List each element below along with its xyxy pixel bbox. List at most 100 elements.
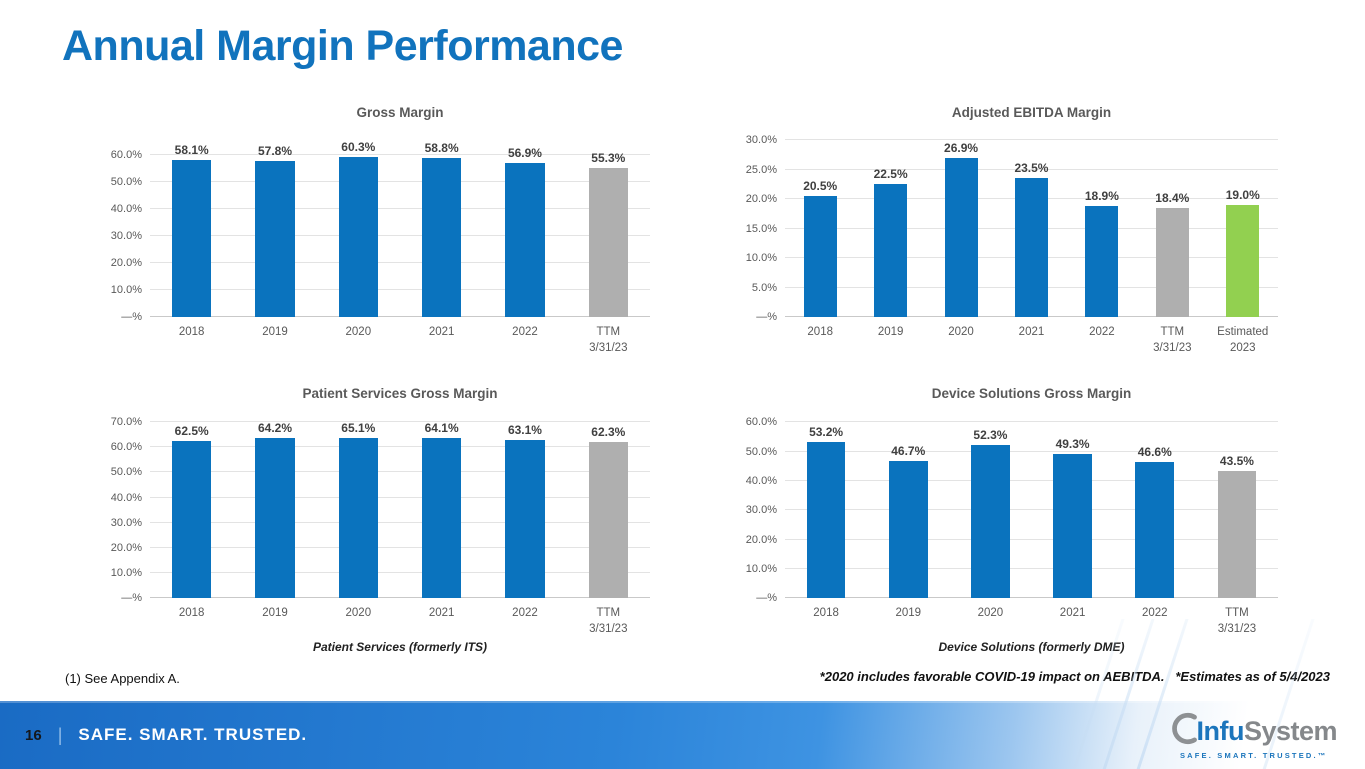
data-label: 63.1% — [507, 422, 542, 437]
footnote-appendix: (1) See Appendix A. — [65, 671, 180, 686]
chart-footnote: Device Solutions (formerly DME) — [938, 640, 1125, 654]
x-axis-category-label: 2021 — [428, 326, 455, 338]
plot: 58.1% 57.8% 60.3% 58.8% 56.9% 55.3% — [150, 140, 650, 317]
data-label: 18.9% — [1084, 188, 1119, 203]
bar-slot: 63.1% — [483, 421, 566, 598]
bar-slot: 55.3% — [567, 140, 650, 317]
y-axis-tick-label: 60.0% — [110, 441, 142, 454]
x-axis-category-label: 2018 — [807, 326, 833, 338]
y-axis-tick-label: 20.0% — [745, 533, 777, 546]
y-axis-tick-label: 50.0% — [110, 466, 142, 479]
bar — [1135, 461, 1175, 598]
data-label: 26.9% — [944, 141, 979, 156]
bar — [588, 167, 628, 317]
data-label: 23.5% — [1014, 161, 1049, 176]
bar-slot: 65.1% — [317, 421, 400, 598]
footer-separator: | — [57, 724, 63, 745]
y-axis: 60.0% 50.0% 40.0% 30.0% 20.0% 10.0% —% — [733, 416, 785, 604]
bar — [172, 160, 212, 317]
y-axis-tick-label: 15.0% — [745, 222, 777, 235]
swoosh-arc-icon — [1172, 713, 1198, 745]
data-label: 55.3% — [591, 150, 626, 165]
bar — [338, 157, 378, 317]
data-label: 58.1% — [174, 143, 209, 157]
y-axis-tick-label: —% — [121, 592, 142, 604]
bar-slot: 18.4% — [1137, 140, 1207, 317]
gridline — [150, 261, 650, 263]
x-axis-category-label: 2019 — [895, 607, 922, 619]
gridline — [785, 567, 1278, 569]
footer-left-group: 16 | SAFE. SMART. TRUSTED. — [25, 701, 307, 769]
bar-group: 53.2% 46.7% 52.3% 49.3% 46.6% 43.5% — [785, 421, 1278, 598]
bar-slot: 64.2% — [233, 421, 316, 598]
data-label: 53.2% — [809, 425, 844, 440]
page-number: 16 — [25, 726, 42, 744]
bar-slot: 58.1% — [150, 140, 233, 317]
x-axis-category-label: 2019 — [262, 607, 288, 619]
data-label: 60.3% — [341, 140, 376, 154]
y-axis: 70.0% 60.0% 50.0% 40.0% 30.0% 20.0% 10.0% —% — [98, 416, 150, 604]
bar — [888, 461, 928, 598]
x-axis-category-label: 2022 — [512, 607, 538, 619]
bar — [874, 184, 908, 317]
y-axis-tick-label: 70.0% — [110, 416, 142, 429]
bar — [1085, 205, 1119, 317]
bar — [1226, 204, 1260, 317]
bar-slot: 53.2% — [785, 421, 867, 598]
x-axis: 2018 2019 2020 2021 2022 TTM 3/31/23 Estimated… — [785, 324, 1278, 356]
y-axis-tick-label: 10.0% — [745, 562, 777, 575]
infusystem-logo: Infu System SAFE. SMART. TRUSTED.™ — [1170, 712, 1338, 760]
y-axis-tick-label: 30.0% — [110, 516, 142, 529]
bar — [255, 160, 295, 317]
bar-slot: 49.3% — [1032, 421, 1114, 598]
bar-slot: 52.3% — [949, 421, 1031, 598]
y-axis: 30.0% 25.0% 20.0% 15.0% 10.0% 5.0% —% — [733, 134, 785, 323]
y-axis-tick-label: 10.0% — [110, 283, 142, 296]
data-label: 19.0% — [1225, 187, 1260, 202]
x-axis: 2018 2019 2020 2021 2022 TTM 3/31/23 — [785, 605, 1278, 637]
x-axis-category-label: 2018 — [813, 607, 839, 619]
y-axis-tick-label: 25.0% — [745, 163, 777, 176]
gridline — [785, 450, 1278, 452]
bar-slot: 43.5% — [1196, 421, 1278, 598]
x-axis-category-label: 2020 — [345, 607, 372, 619]
data-label: 22.5% — [873, 167, 908, 182]
bar — [338, 438, 378, 598]
bar — [588, 441, 628, 598]
data-label: 46.7% — [891, 444, 926, 459]
data-label: 56.9% — [507, 146, 542, 161]
x-axis-category-label: 2020 — [948, 326, 974, 338]
x-axis-category-label: 2022 — [1141, 607, 1168, 619]
bar — [1217, 470, 1257, 598]
gridline — [150, 521, 650, 523]
chart-title: Device Solutions Gross Margin — [931, 386, 1132, 401]
chart-adjusted-ebitda-margin: Adjusted EBITDA Margin 30.0% 25.0% 20.0% 15.… — [733, 100, 1278, 356]
data-label: 57.8% — [257, 143, 292, 158]
data-label: 46.6% — [1137, 444, 1172, 459]
bar-slot: 22.5% — [855, 140, 925, 317]
chart-patient-services-gross-margin: Patient Services Gross Margin 70.0% 60.0% 5… — [98, 381, 650, 654]
footer-bar: 16 | SAFE. SMART. TRUSTED. — [0, 701, 1365, 769]
gridline — [785, 421, 1278, 423]
y-axis-tick-label: —% — [756, 311, 777, 323]
y-axis-tick-label: —% — [121, 311, 142, 323]
y-axis-tick-label: 40.0% — [110, 202, 142, 215]
bar-slot: 23.5% — [996, 140, 1066, 317]
bar — [803, 196, 837, 317]
bar-slot: 46.7% — [867, 421, 949, 598]
gridline — [150, 207, 650, 209]
data-label: 18.4% — [1155, 191, 1190, 206]
y-axis-tick-label: 50.0% — [745, 445, 777, 458]
plot: 62.5% 64.2% 65.1% 64.1% 63.1% 62.3% — [150, 421, 650, 598]
page-title: Annual Margin Performance — [62, 22, 623, 70]
y-axis-tick-label: 30.0% — [110, 229, 142, 242]
bar — [505, 163, 545, 317]
gridline — [785, 139, 1278, 140]
x-axis-category-label: 2019 — [877, 326, 904, 338]
bar — [505, 439, 545, 598]
gridline — [150, 180, 650, 182]
y-axis-tick-label: 20.0% — [110, 256, 142, 269]
data-label: 64.1% — [424, 421, 459, 435]
bar-slot: 19.0% — [1208, 140, 1278, 317]
x-axis: 2018 2019 2020 2021 2022 TTM 3/31/23 — [150, 324, 650, 356]
